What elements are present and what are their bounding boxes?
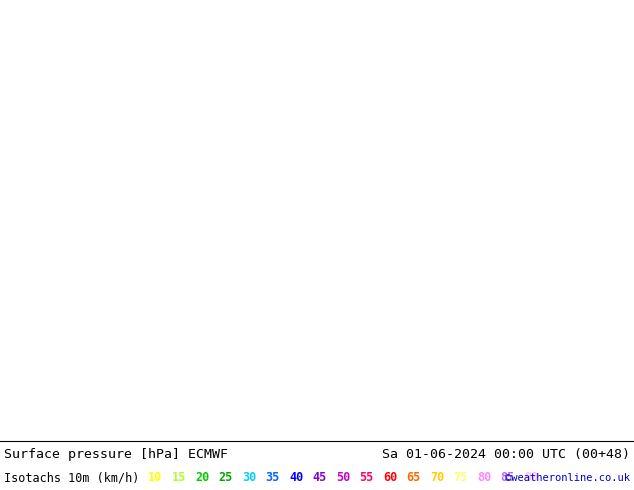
Text: 15: 15	[172, 471, 186, 484]
Text: Surface pressure [hPa] ECMWF: Surface pressure [hPa] ECMWF	[4, 447, 228, 461]
Text: 30: 30	[242, 471, 256, 484]
Text: 80: 80	[477, 471, 491, 484]
Text: 60: 60	[383, 471, 398, 484]
Text: 65: 65	[406, 471, 421, 484]
Text: Sa 01-06-2024 00:00 UTC (00+48): Sa 01-06-2024 00:00 UTC (00+48)	[382, 447, 630, 461]
Text: 45: 45	[313, 471, 327, 484]
Text: Isotachs 10m (km/h): Isotachs 10m (km/h)	[4, 471, 139, 484]
Text: 20: 20	[195, 471, 209, 484]
Text: 55: 55	[359, 471, 374, 484]
Text: 70: 70	[430, 471, 444, 484]
Text: 35: 35	[266, 471, 280, 484]
Text: 50: 50	[336, 471, 350, 484]
Text: 25: 25	[219, 471, 233, 484]
Text: 75: 75	[453, 471, 468, 484]
Text: 40: 40	[289, 471, 303, 484]
Text: 85: 85	[500, 471, 515, 484]
Text: ©weatheronline.co.uk: ©weatheronline.co.uk	[505, 472, 630, 483]
Text: 90: 90	[524, 471, 538, 484]
Text: 10: 10	[148, 471, 162, 484]
